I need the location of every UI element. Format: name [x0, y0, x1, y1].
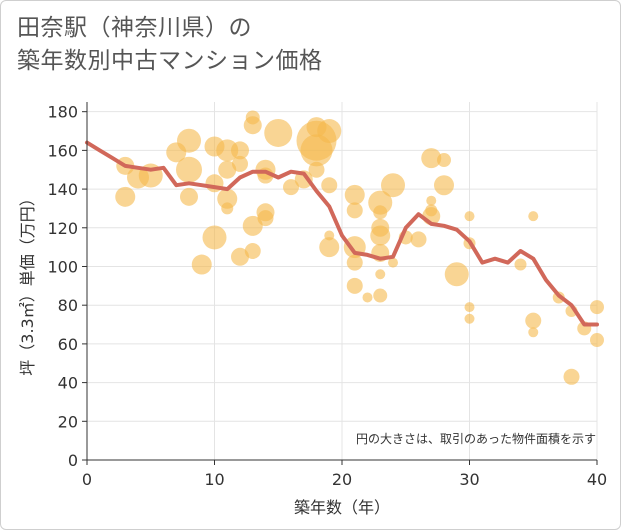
trend-line-layer: [85, 140, 599, 327]
data-bubble: [191, 254, 212, 275]
data-bubble: [381, 173, 405, 198]
y-tick-label: 80: [58, 296, 78, 315]
x-tick-label: 10: [204, 470, 224, 489]
y-tick-label: 40: [58, 374, 78, 393]
data-bubble: [410, 231, 427, 248]
y-tick-label: 0: [68, 451, 78, 470]
data-bubble: [218, 160, 237, 179]
y-tick-label: 160: [47, 141, 78, 160]
data-bubble: [231, 247, 249, 266]
data-bubble: [242, 215, 263, 236]
data-bubble: [362, 292, 373, 303]
y-tick-label: 20: [58, 412, 78, 431]
data-bubble: [464, 211, 475, 222]
y-tick-label: 140: [47, 180, 78, 199]
data-bubble: [243, 116, 262, 135]
size-note: 円の大きさは、取引のあった物件面積を示す: [356, 431, 596, 446]
y-tick-label: 180: [47, 103, 78, 122]
title-line-1: 田奈駅（神奈川県）の: [17, 15, 252, 41]
data-bubble: [221, 202, 234, 215]
chart-title: 田奈駅（神奈川県）の 築年数別中古マンション価格: [17, 12, 323, 78]
data-bubble: [244, 243, 261, 260]
data-bubble: [283, 179, 299, 196]
axes: 0 10 20 30 40 0 20 40 60 80 100 120 140 160 180: [47, 102, 607, 489]
data-bubble: [375, 269, 386, 280]
data-bubble: [300, 134, 333, 167]
data-bubble: [180, 187, 198, 206]
data-bubble: [388, 257, 398, 268]
data-bubble: [176, 156, 202, 183]
data-bubble: [514, 258, 527, 271]
y-tick-label: 120: [47, 219, 78, 238]
x-tick-label: 30: [459, 470, 479, 489]
x-tick-label: 0: [82, 470, 92, 489]
data-bubble: [528, 327, 539, 338]
data-bubble: [373, 288, 388, 303]
data-bubble: [444, 262, 469, 287]
grid: [86, 102, 598, 461]
y-tick-label: 60: [58, 335, 78, 354]
data-bubble: [525, 312, 542, 329]
title-line-2: 築年数別中古マンション価格: [17, 48, 323, 74]
data-bubble: [177, 128, 201, 153]
data-bubble: [464, 313, 475, 324]
data-bubble: [434, 175, 454, 196]
data-bubble: [437, 153, 451, 168]
data-bubble: [426, 195, 437, 206]
y-axis-label: 坪（3.3㎡）単価（万円）: [18, 190, 37, 375]
data-bubble: [317, 119, 342, 144]
data-bubble: [115, 186, 136, 207]
data-bubble: [528, 211, 539, 222]
x-axis-label: 築年数（年）: [294, 498, 390, 517]
data-bubble: [308, 161, 325, 178]
data-bubble: [346, 254, 363, 271]
data-bubble: [370, 225, 391, 246]
data-bubble: [368, 190, 393, 215]
trend-line: [85, 140, 599, 327]
data-bubble: [563, 368, 580, 385]
data-bubble: [346, 277, 363, 294]
data-bubble: [344, 184, 365, 205]
data-bubble: [321, 177, 338, 194]
data-bubble: [257, 210, 274, 227]
data-bubble: [319, 237, 340, 258]
data-bubble: [464, 302, 475, 313]
data-bubble: [590, 333, 604, 348]
x-tick-label: 40: [587, 470, 607, 489]
data-bubble: [202, 225, 227, 250]
x-tick-label: 20: [332, 470, 352, 489]
y-tick-label: 100: [47, 257, 78, 276]
data-bubble: [373, 205, 388, 220]
data-bubble: [264, 118, 293, 147]
data-bubble: [232, 155, 248, 172]
data-bubble: [346, 202, 363, 219]
data-bubble: [217, 188, 238, 209]
data-bubble: [590, 300, 604, 315]
data-bubble: [231, 141, 249, 160]
data-bubble: [216, 139, 239, 162]
data-bubble: [421, 148, 442, 169]
